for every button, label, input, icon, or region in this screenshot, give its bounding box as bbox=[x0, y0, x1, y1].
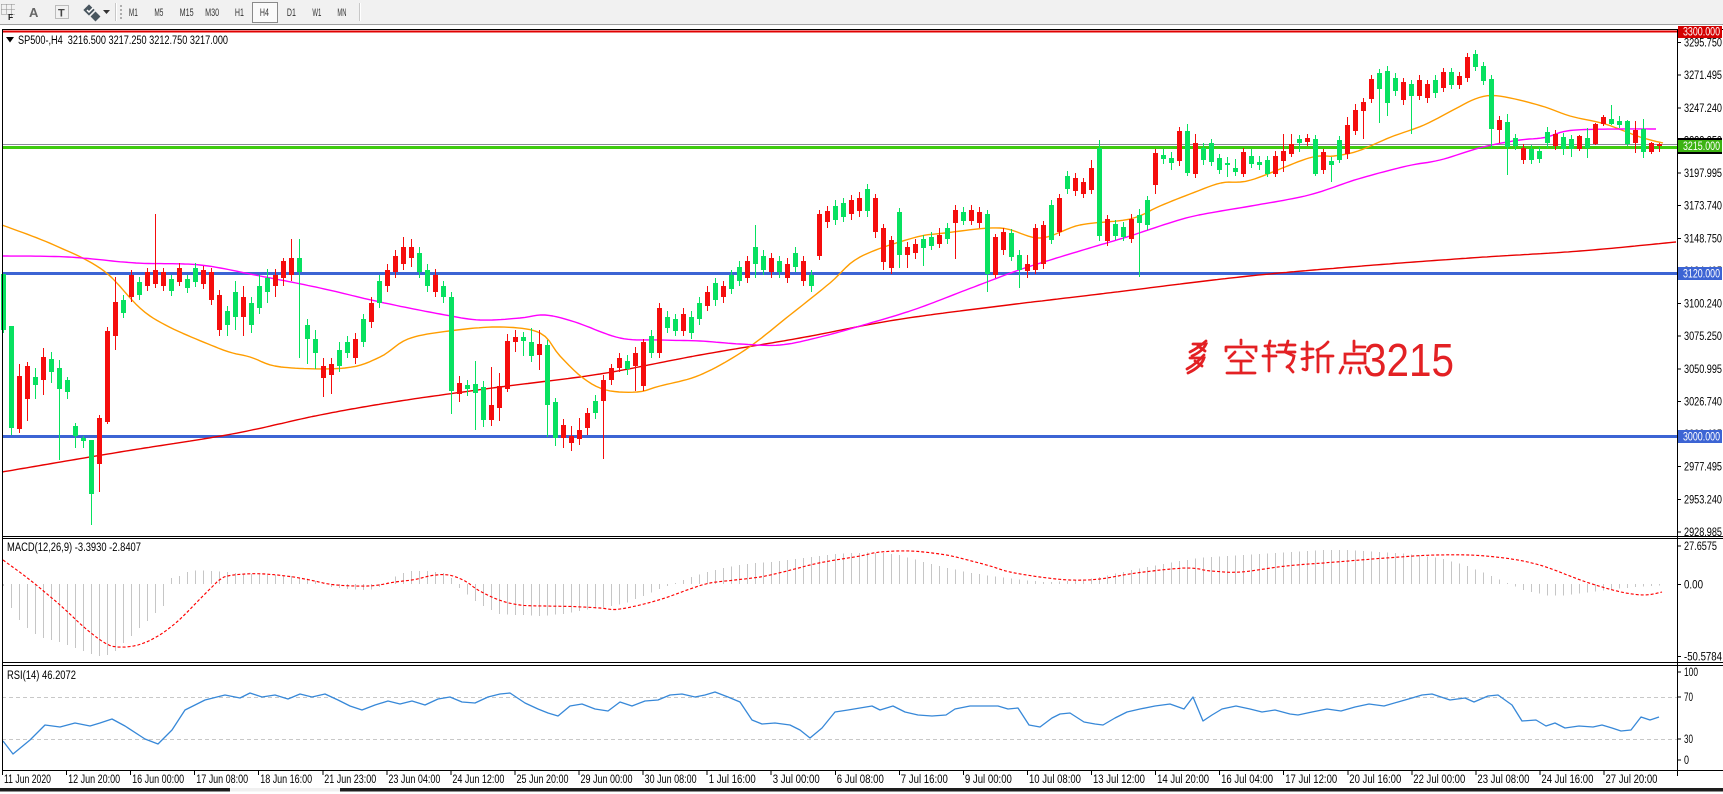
svg-text:3197.995: 3197.995 bbox=[1684, 168, 1722, 180]
svg-text:17 Jul 12:00: 17 Jul 12:00 bbox=[1285, 774, 1337, 786]
svg-text:7 Jul 16:00: 7 Jul 16:00 bbox=[901, 774, 948, 786]
svg-text:3300.000: 3300.000 bbox=[1683, 27, 1720, 39]
svg-text:A: A bbox=[29, 5, 39, 20]
svg-text:23 Jul 08:00: 23 Jul 08:00 bbox=[1477, 774, 1529, 786]
svg-text:D1: D1 bbox=[287, 7, 296, 19]
svg-text:9 Jul 00:00: 9 Jul 00:00 bbox=[965, 774, 1012, 786]
svg-text:10 Jul 08:00: 10 Jul 08:00 bbox=[1029, 774, 1081, 786]
svg-text:27.6575: 27.6575 bbox=[1684, 541, 1717, 553]
svg-text:6 Jul 08:00: 6 Jul 08:00 bbox=[837, 774, 884, 786]
svg-text:3173.740: 3173.740 bbox=[1684, 201, 1722, 213]
svg-text:17 Jun 08:00: 17 Jun 08:00 bbox=[196, 774, 248, 786]
svg-text:27 Jul 20:00: 27 Jul 20:00 bbox=[1606, 774, 1658, 786]
svg-text:MACD(12,26,9) -3.3930 -2.8407: MACD(12,26,9) -3.3930 -2.8407 bbox=[7, 542, 141, 554]
svg-text:24 Jul 16:00: 24 Jul 16:00 bbox=[1541, 774, 1593, 786]
svg-text:F: F bbox=[8, 12, 13, 22]
svg-text:18 Jun 16:00: 18 Jun 16:00 bbox=[260, 774, 312, 786]
svg-text:T: T bbox=[58, 8, 65, 20]
svg-text:RSI(14) 46.2072: RSI(14) 46.2072 bbox=[7, 670, 76, 682]
svg-text:3295.750: 3295.750 bbox=[1684, 38, 1722, 50]
svg-text:23 Jun 04:00: 23 Jun 04:00 bbox=[388, 774, 440, 786]
svg-text:SP500-,H4 3216.500 3217.250 3: SP500-,H4 3216.500 3217.250 3212.750 321… bbox=[18, 35, 228, 47]
svg-text:14 Jul 20:00: 14 Jul 20:00 bbox=[1157, 774, 1209, 786]
svg-text:25 Jun 20:00: 25 Jun 20:00 bbox=[517, 774, 569, 786]
svg-text:3075.250: 3075.250 bbox=[1684, 331, 1722, 343]
svg-text:2977.495: 2977.495 bbox=[1684, 462, 1722, 474]
svg-text:3215: 3215 bbox=[1364, 334, 1454, 386]
svg-text:3050.995: 3050.995 bbox=[1684, 364, 1722, 376]
svg-text:MN: MN bbox=[337, 7, 346, 19]
svg-text:11 Jun 2020: 11 Jun 2020 bbox=[4, 774, 51, 786]
svg-text:0: 0 bbox=[1684, 755, 1689, 767]
svg-text:100: 100 bbox=[1684, 667, 1698, 679]
svg-text:16 Jun 00:00: 16 Jun 00:00 bbox=[132, 774, 184, 786]
svg-text:30: 30 bbox=[1684, 734, 1693, 746]
svg-text:22 Jul 00:00: 22 Jul 00:00 bbox=[1413, 774, 1465, 786]
svg-text:2928.985: 2928.985 bbox=[1684, 527, 1722, 539]
svg-text:2953.240: 2953.240 bbox=[1684, 494, 1722, 506]
svg-text:H1: H1 bbox=[235, 7, 244, 19]
svg-text:M5: M5 bbox=[154, 7, 163, 19]
svg-text:13 Jul 12:00: 13 Jul 12:00 bbox=[1093, 774, 1145, 786]
svg-text:30 Jun 08:00: 30 Jun 08:00 bbox=[645, 774, 697, 786]
svg-text:0.00: 0.00 bbox=[1684, 580, 1703, 592]
svg-text:M15: M15 bbox=[180, 7, 194, 19]
svg-text:3100.240: 3100.240 bbox=[1684, 299, 1722, 311]
svg-text:H4: H4 bbox=[260, 7, 269, 19]
svg-text:W1: W1 bbox=[312, 7, 321, 19]
svg-text:29 Jun 00:00: 29 Jun 00:00 bbox=[581, 774, 633, 786]
svg-text:M30: M30 bbox=[205, 7, 219, 19]
svg-text:M1: M1 bbox=[129, 7, 138, 19]
svg-text:3215.000: 3215.000 bbox=[1683, 141, 1720, 153]
svg-text:3000.000: 3000.000 bbox=[1683, 432, 1720, 444]
svg-text:3247.240: 3247.240 bbox=[1684, 103, 1722, 115]
svg-text:16 Jul 04:00: 16 Jul 04:00 bbox=[1221, 774, 1273, 786]
svg-text:3120.000: 3120.000 bbox=[1683, 269, 1720, 281]
svg-text:20 Jul 16:00: 20 Jul 16:00 bbox=[1349, 774, 1401, 786]
svg-text:3 Jul 00:00: 3 Jul 00:00 bbox=[773, 774, 820, 786]
svg-text:21 Jun 23:00: 21 Jun 23:00 bbox=[324, 774, 376, 786]
svg-text:12 Jun 20:00: 12 Jun 20:00 bbox=[68, 774, 120, 786]
svg-text:3271.495: 3271.495 bbox=[1684, 70, 1722, 82]
svg-text:70: 70 bbox=[1684, 692, 1693, 704]
svg-text:3026.740: 3026.740 bbox=[1684, 396, 1722, 408]
svg-text:3148.750: 3148.750 bbox=[1684, 233, 1722, 245]
svg-text:24 Jun 12:00: 24 Jun 12:00 bbox=[452, 774, 504, 786]
svg-text:-50.5784: -50.5784 bbox=[1684, 652, 1722, 664]
svg-text:1 Jul 16:00: 1 Jul 16:00 bbox=[709, 774, 756, 786]
